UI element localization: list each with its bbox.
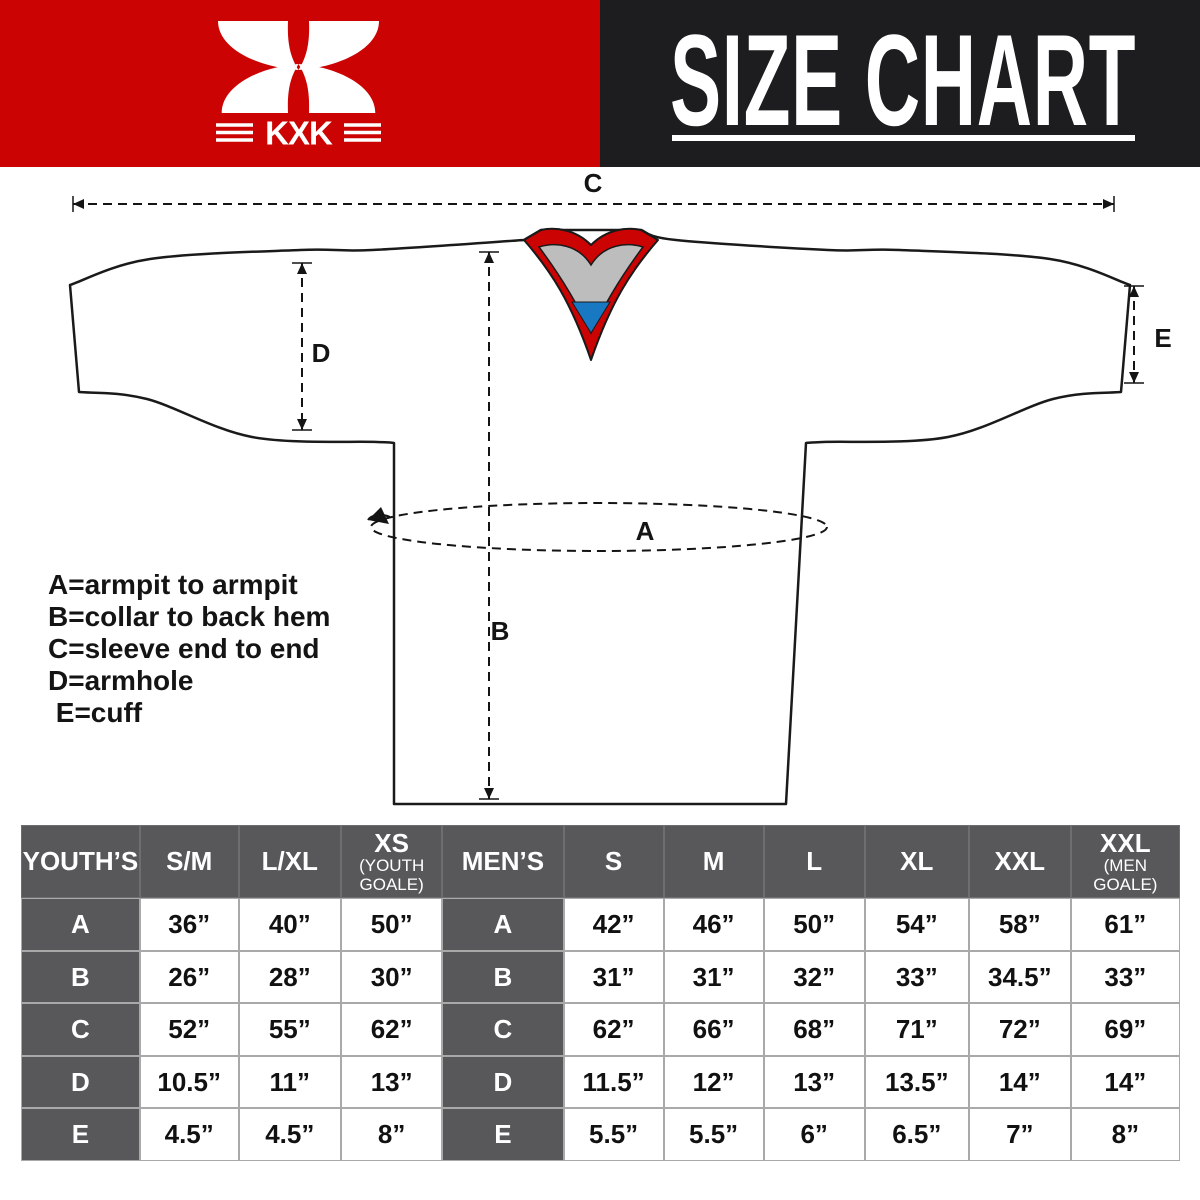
svg-text:E: E [1154, 323, 1171, 353]
svg-text:C: C [584, 170, 603, 198]
svg-text:A: A [636, 516, 655, 546]
svg-text:D: D [312, 338, 331, 368]
svg-text:B: B [491, 616, 510, 646]
svg-text:KXK: KXK [265, 115, 333, 151]
